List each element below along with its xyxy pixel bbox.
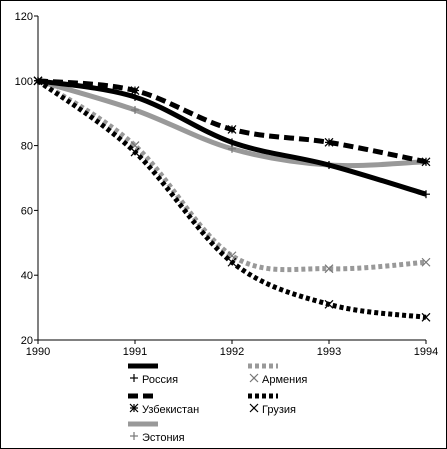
legend-label-3: Грузия — [262, 404, 296, 416]
series-3-point-2 — [227, 257, 237, 267]
marker-stroke — [227, 257, 237, 267]
marker-stroke — [130, 86, 140, 95]
x-tick-label: 1990 — [26, 346, 50, 358]
series-line-1 — [36, 78, 427, 273]
y-tick-label: 120 — [15, 11, 33, 23]
series-0-point-3 — [325, 161, 333, 170]
marker-stroke — [33, 76, 43, 86]
legend: Россия Армения Узбекистан Грузия Эстония — [128, 363, 307, 444]
series-line-3 — [36, 78, 427, 320]
series-3-point-0 — [33, 76, 43, 86]
y-tick-label: 60 — [21, 205, 33, 217]
marker-stroke — [421, 312, 431, 322]
x-tick-label: 1991 — [123, 346, 147, 358]
marker-stroke — [129, 403, 139, 413]
series-layer — [33, 76, 431, 322]
legend-marker-3 — [249, 403, 259, 413]
marker-stroke — [324, 137, 334, 147]
series-2-point-3 — [324, 137, 334, 147]
series-2-point-4 — [421, 157, 431, 167]
marker-stroke — [249, 403, 259, 413]
marker-stroke — [421, 257, 431, 267]
y-tick-label: 100 — [15, 76, 33, 88]
legend-label-2: Узбекистан — [142, 404, 199, 416]
legend-marker-4 — [130, 432, 138, 440]
x-tick-label: 1994 — [414, 346, 438, 358]
marker-stroke — [421, 157, 431, 167]
series-4-point-1 — [131, 105, 139, 114]
marker-stroke — [227, 124, 237, 134]
series-2-point-2 — [227, 124, 237, 134]
series-0-point-4 — [422, 190, 430, 199]
marker-stroke — [130, 147, 140, 157]
legend-label-4: Эстония — [142, 432, 185, 444]
x-tick-label: 1992 — [220, 346, 244, 358]
legend-marker-0 — [130, 374, 138, 382]
legend-marker-2 — [129, 403, 139, 413]
legend-label-1: Армения — [262, 374, 307, 386]
x-tick-label: 1993 — [317, 346, 341, 358]
series-3-point-3 — [324, 299, 334, 309]
y-tick-label: 40 — [21, 270, 33, 282]
series-0-point-2 — [228, 138, 236, 147]
legend-label-0: Россия — [142, 374, 178, 386]
marker-stroke — [324, 299, 334, 309]
series-3-point-4 — [421, 312, 431, 322]
marker-stroke — [249, 373, 259, 383]
series-2-point-1 — [130, 86, 140, 95]
y-tick-label: 20 — [21, 335, 33, 347]
series-1-point-3 — [324, 264, 334, 274]
series-3-point-1 — [130, 147, 140, 157]
marker-stroke — [324, 264, 334, 274]
y-tick-label: 80 — [21, 141, 33, 153]
axes: 20 40 60 80 100 120 1990 1991 1992 1993 1994 — [15, 11, 439, 358]
legend-marker-1 — [249, 373, 259, 383]
series-1-point-4 — [421, 257, 431, 267]
